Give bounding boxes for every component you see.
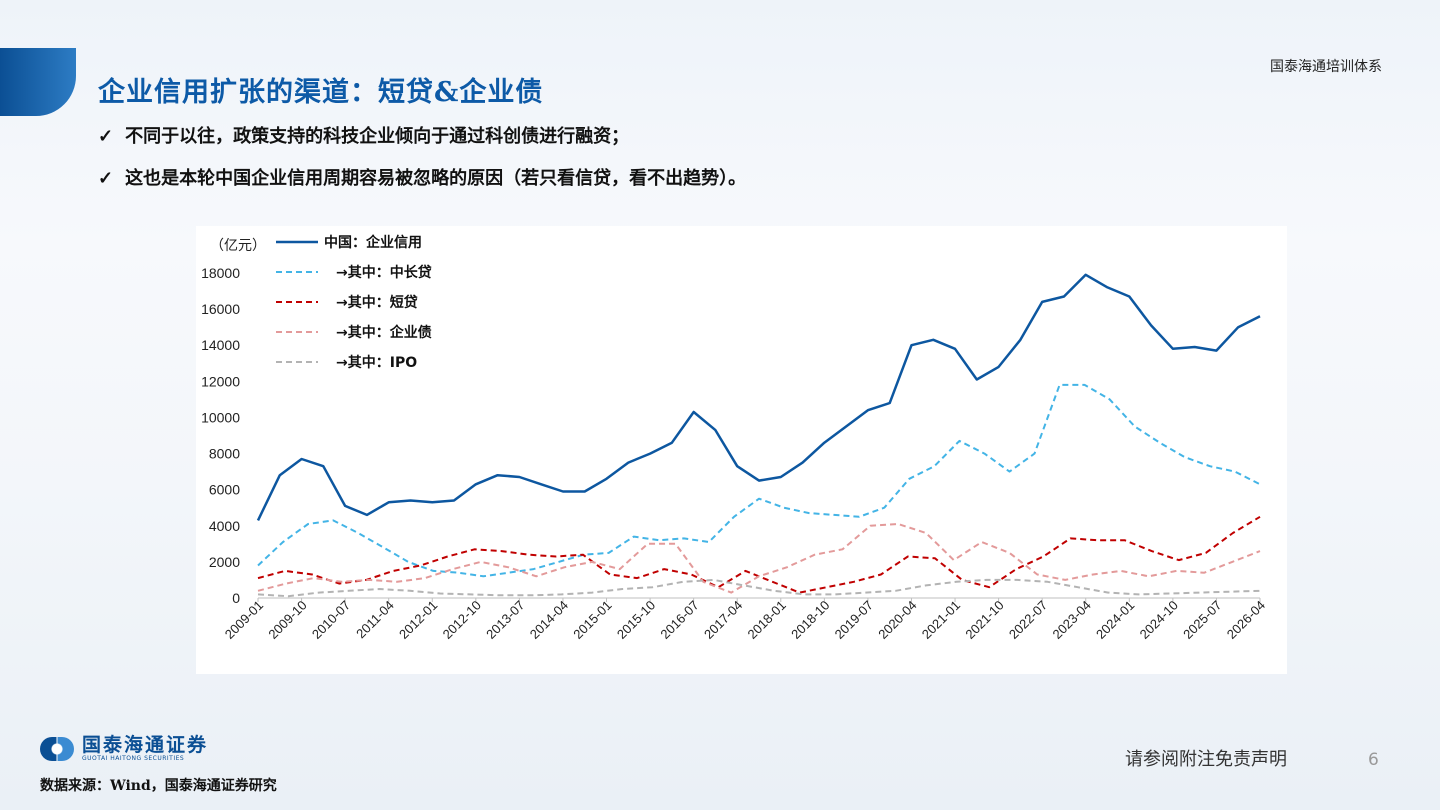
y-tick-label: 4000: [209, 518, 240, 534]
legend-label: →其中：短贷: [336, 294, 418, 311]
x-tick-label: 2015-01: [570, 598, 614, 642]
y-tick-label: 12000: [201, 373, 240, 389]
x-tick-label: 2012-01: [396, 598, 440, 642]
legend-label: →其中：中长贷: [336, 264, 432, 281]
logo-name: 国泰海通证券: [82, 734, 209, 756]
y-tick-label: 14000: [201, 337, 240, 353]
x-tick-label: 2009-01: [222, 598, 266, 642]
y-tick-label: 18000: [201, 265, 240, 281]
disclaimer-link[interactable]: 请参阅附注免责声明: [1125, 749, 1287, 770]
bullet-item: ✓ 这也是本轮中国企业信用周期容易被忽略的原因（若只看信贷，看不出趋势）。: [98, 164, 746, 190]
y-tick-label: 10000: [201, 409, 240, 425]
x-tick-label: 2014-04: [527, 598, 571, 642]
logo-mark-icon: [40, 736, 74, 761]
x-tick-label: 2025-07: [1180, 598, 1224, 642]
y-tick-label: 0: [232, 590, 240, 606]
x-tick-label: 2023-04: [1050, 598, 1094, 642]
x-tick-label: 2019-07: [832, 598, 876, 642]
bullet-item: ✓ 不同于以往，政策支持的科技企业倾向于通过科创债进行融资；: [98, 122, 629, 148]
x-tick-label: 2012-10: [440, 598, 484, 642]
x-tick-label: 2011-04: [353, 598, 397, 642]
check-icon: ✓: [98, 168, 114, 189]
x-tick-label: 2009-10: [265, 598, 309, 642]
brand-label: 国泰海通培训体系: [1270, 59, 1382, 75]
bullet-text: 这也是本轮中国企业信用周期容易被忽略的原因（若只看信贷，看不出趋势）。: [125, 168, 747, 189]
line-chart: （亿元） 0 2000 4000 6000 8000 10000 12000 14000 1600…: [201, 234, 1268, 642]
data-source: 数据来源：Wind，国泰海通证券研究: [40, 778, 277, 794]
y-tick-label: 6000: [209, 482, 240, 498]
x-tick-label: 2021-10: [962, 598, 1006, 642]
x-tick-label: 2017-04: [701, 598, 745, 642]
series-line: [257, 578, 1261, 598]
x-tick-label: 2015-10: [614, 598, 658, 642]
x-tick-label: 2024-10: [1137, 598, 1181, 642]
x-tick-label: 2013-07: [483, 598, 527, 642]
x-tick-label: 2016-07: [657, 598, 701, 642]
check-icon: ✓: [98, 126, 114, 147]
x-tick-label: 2010-07: [309, 598, 353, 642]
x-tick-label: 2024-01: [1093, 598, 1137, 642]
x-tick-label: 2022-07: [1006, 598, 1050, 642]
y-tick-label: 2000: [209, 554, 240, 570]
y-tick-label: 16000: [201, 301, 240, 317]
company-logo: 国泰海通证券 GUOTAI HAITONG SECURITIES: [40, 735, 208, 762]
x-tick-label: 2020-04: [875, 598, 919, 642]
logo-name-en: GUOTAI HAITONG SECURITIES: [82, 755, 185, 762]
page-title: 企业信用扩张的渠道：短贷&企业债: [98, 77, 544, 108]
bullet-text: 不同于以往，政策支持的科技企业倾向于通过科创债进行融资；: [125, 126, 630, 147]
x-tick-label: 2018-10: [788, 598, 832, 642]
x-tick-label: 2026-04: [1224, 598, 1268, 642]
legend-label: →其中：企业债: [336, 324, 432, 341]
x-tick-label: 2018-01: [745, 598, 789, 642]
y-tick-label: 8000: [209, 446, 240, 462]
chart-panel: （亿元） 0 2000 4000 6000 8000 10000 12000 14000 1600…: [196, 226, 1287, 674]
series-line: [256, 273, 1261, 521]
legend-label: →其中：IPO: [336, 354, 417, 371]
page-number: 6: [1368, 750, 1379, 770]
header-accent-tab: [0, 48, 76, 116]
x-tick-label: 2021-01: [919, 598, 963, 642]
series-line: [257, 523, 1261, 594]
legend-label: 中国：企业信用: [324, 234, 422, 251]
series-line: [257, 383, 1261, 578]
y-unit-label: （亿元）: [210, 237, 266, 253]
